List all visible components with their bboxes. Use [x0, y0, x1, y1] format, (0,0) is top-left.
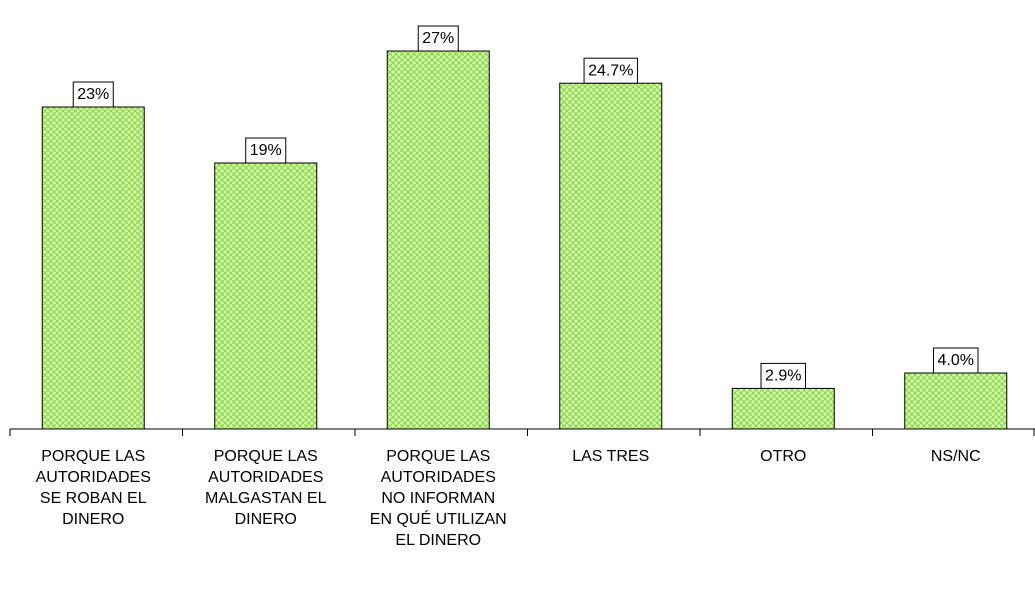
data-label-box	[417, 25, 459, 52]
data-label: 19%	[250, 142, 282, 159]
data-label: 23%	[77, 86, 109, 103]
bar	[731, 387, 835, 430]
data-label-box	[583, 57, 638, 84]
bar	[214, 162, 318, 430]
x-tick-label: NS/NC	[930, 448, 981, 465]
bar	[41, 106, 145, 430]
data-label: 27%	[422, 30, 454, 47]
x-tick-label: LAS TRES	[572, 448, 650, 465]
x-tick-label: PORQUE LAS AUTORIDADES MALGASTAN EL DINE…	[204, 448, 327, 528]
data-label-box	[245, 137, 287, 164]
x-tick-label: OTRO	[760, 448, 807, 465]
x-tick-label: PORQUE LAS AUTORIDADES NO INFORMAN EN QU…	[369, 448, 507, 549]
data-label-box	[72, 81, 114, 108]
bar	[904, 372, 1008, 430]
data-label: 24.7%	[588, 62, 633, 79]
data-label: 2.9%	[765, 368, 801, 385]
bar	[559, 82, 663, 430]
data-label: 4.0%	[938, 352, 974, 369]
bar	[386, 50, 490, 430]
data-label-box	[760, 362, 806, 389]
x-tick-label: PORQUE LAS AUTORIDADES SE ROBAN EL DINER…	[35, 448, 151, 528]
data-label-box	[933, 347, 979, 374]
